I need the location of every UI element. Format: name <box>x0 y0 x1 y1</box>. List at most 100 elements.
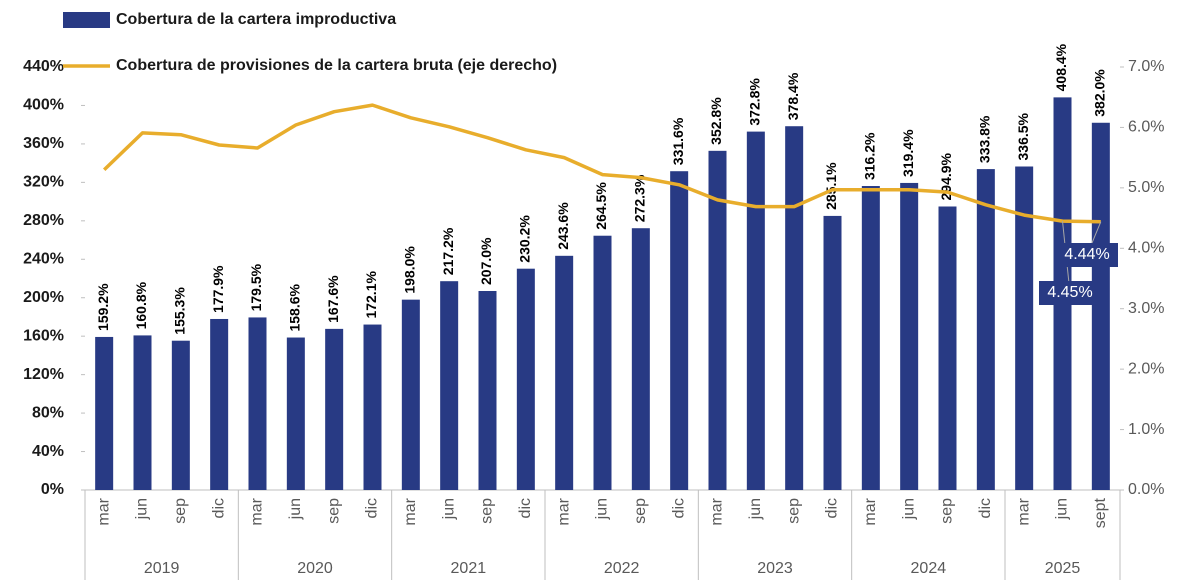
bar-value-label: 158.6% <box>287 283 303 331</box>
x-tick-label: mar <box>95 497 112 525</box>
line <box>102 103 1101 224</box>
y-tick-label: 40% <box>32 443 64 460</box>
line-value-label: 4.45% <box>1047 284 1092 301</box>
bar-value-label: 378.4% <box>785 72 801 120</box>
bar-value-label: 333.8% <box>977 115 993 163</box>
y-tick-label: 320% <box>23 174 64 191</box>
y-tick-label: 360% <box>23 135 64 152</box>
bar <box>746 131 765 490</box>
bar <box>708 150 727 490</box>
x-group-label: 2020 <box>297 560 333 577</box>
bar-value-label: 294.9% <box>938 152 954 200</box>
x-tick-label: dic <box>210 498 227 518</box>
x-tick-label: jun <box>134 498 151 520</box>
bar <box>1015 166 1034 490</box>
bar <box>785 126 804 490</box>
bar <box>1091 122 1110 490</box>
x-tick-label: jun <box>900 498 917 520</box>
bar <box>938 206 957 490</box>
bar-value-label: 207.0% <box>478 237 494 285</box>
bar <box>325 328 344 490</box>
y-tick-label: 240% <box>23 250 64 267</box>
x-tick-label: jun <box>594 498 611 520</box>
y-tick-label: 0% <box>41 481 64 498</box>
bar-value-label: 331.6% <box>670 117 686 165</box>
y2-tick-label: 6.0% <box>1128 119 1164 136</box>
y2-tick-label: 3.0% <box>1128 300 1164 317</box>
y-tick-label: 160% <box>23 327 64 344</box>
y2-tick-label: 2.0% <box>1128 360 1164 377</box>
x-tick-label: jun <box>747 498 764 520</box>
x-tick-label: mar <box>862 497 879 525</box>
bar <box>478 290 497 490</box>
x-tick-label: sep <box>479 498 496 524</box>
bar <box>171 340 190 490</box>
bar-value-label: 230.2% <box>517 215 533 263</box>
bar <box>900 182 919 490</box>
x-tick-label: mar <box>555 497 572 525</box>
bar-value-label: 272.3% <box>632 174 648 222</box>
bar-value-label: 352.8% <box>708 97 724 145</box>
x-tick-label: sep <box>632 498 649 524</box>
x-tick-label: mar <box>709 497 726 525</box>
x-tick-label: sep <box>939 498 956 524</box>
y2-tick-label: 0.0% <box>1128 481 1164 498</box>
x-group-label: 2022 <box>604 560 640 577</box>
y-tick-label: 200% <box>23 289 64 306</box>
bar-value-label: 243.6% <box>555 202 571 250</box>
bar-value-label: 160.8% <box>133 281 149 329</box>
bar <box>516 268 535 490</box>
y-tick-label: 440% <box>23 58 64 75</box>
x-tick-label: mar <box>402 497 419 525</box>
bar-value-label: 408.4% <box>1053 43 1069 91</box>
bar <box>95 336 114 490</box>
bar-value-label: 316.2% <box>862 132 878 180</box>
bar <box>976 169 995 491</box>
line-value-label: 4.44% <box>1064 246 1109 263</box>
bar-value-label: 336.5% <box>1015 112 1031 160</box>
x-tick-label: jun <box>287 498 304 520</box>
bar <box>555 255 574 490</box>
y-tick-label: 280% <box>23 212 64 229</box>
x-tick-label: jun <box>440 498 457 520</box>
y2-tick-label: 4.0% <box>1128 240 1164 257</box>
bar <box>248 317 267 490</box>
x-group-label: 2024 <box>911 560 947 577</box>
bar <box>210 318 229 490</box>
bar-value-label: 159.2% <box>95 283 111 331</box>
y2-tick-label: 5.0% <box>1128 179 1164 196</box>
bar <box>401 299 420 490</box>
bar-value-label: 179.5% <box>248 263 264 311</box>
bar <box>286 337 305 490</box>
bar <box>593 235 612 490</box>
x-group-label: 2019 <box>144 560 180 577</box>
bar-value-label: 172.1% <box>363 271 379 319</box>
x-tick-label: mar <box>249 497 266 525</box>
bar <box>861 186 880 490</box>
y-tick-label: 400% <box>23 97 64 114</box>
bar <box>440 281 459 490</box>
bar-value-label: 177.9% <box>210 265 226 313</box>
bar <box>133 335 152 490</box>
legend-label: Cobertura de provisiones de la cartera b… <box>116 57 557 74</box>
bar-value-label: 382.0% <box>1092 69 1108 117</box>
x-tick-label: sep <box>785 498 802 524</box>
x-group-label: 2025 <box>1045 560 1081 577</box>
legend-label: Cobertura de la cartera improductiva <box>116 11 396 28</box>
bar-value-label: 372.8% <box>747 78 763 126</box>
bar-value-label: 264.5% <box>593 182 609 230</box>
line-label-box <box>1056 243 1118 267</box>
x-tick-label: mar <box>1015 497 1032 525</box>
bar-value-label: 319.4% <box>900 129 916 177</box>
bar-value-label: 217.2% <box>440 227 456 275</box>
legend-swatch <box>63 12 110 28</box>
line-label-box <box>1039 281 1101 305</box>
bar-value-label: 155.3% <box>172 287 188 335</box>
y-tick-label: 80% <box>32 404 64 421</box>
bar <box>363 324 382 490</box>
x-tick-label: sept <box>1092 497 1109 528</box>
x-tick-label: dic <box>824 498 841 518</box>
bar-value-label: 167.6% <box>325 275 341 323</box>
x-tick-label: dic <box>517 498 534 518</box>
